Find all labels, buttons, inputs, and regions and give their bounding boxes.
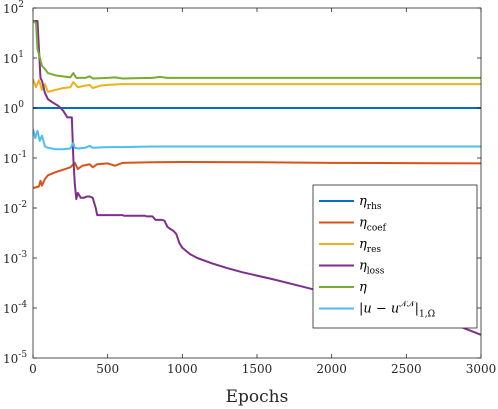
y-tick-label-6: 10-4 (3, 300, 27, 316)
legend: ηrhs ηcoef ηres ηloss η |u − u𝒩𝒩|1,Ω (312, 184, 478, 329)
y-tick-label-2: 100 (3, 100, 24, 116)
series-line-1 (33, 161, 481, 190)
y-tick-label-0: 102 (3, 0, 24, 16)
legend-box (312, 184, 478, 329)
y-tick-label-5: 10-3 (3, 250, 27, 266)
series-line-5 (33, 128, 481, 151)
legend-label-2: ηres (359, 237, 381, 255)
x-tick-label-5: 2500 (391, 362, 422, 376)
x-tick-label-4: 2000 (316, 362, 347, 376)
y-tick-label-1: 101 (3, 50, 24, 66)
x-tick-label-1: 500 (96, 362, 119, 376)
tick-layer: 0 500 1000 1500 2000 2500 3000 102 101 100 10-1 10-… (3, 0, 496, 376)
legend-label-4: η (359, 280, 367, 295)
x-tick-label-3: 1500 (242, 362, 273, 376)
series-line-4 (33, 20, 481, 80)
legend-label-5: |u − u𝒩𝒩|1,Ω (359, 300, 435, 320)
y-tick-label-7: 10-5 (3, 350, 27, 366)
legend-label-3: ηloss (359, 259, 385, 277)
legend-label-0: ηrhs (359, 194, 382, 212)
x-tick-label-6: 3000 (466, 362, 497, 376)
y-tick-label-3: 10-1 (3, 150, 27, 166)
series-line-3 (33, 19, 481, 336)
x-axis-title: Epochs (226, 387, 289, 407)
legend-label-1: ηcoef (359, 216, 387, 234)
x-tick-label-0: 0 (29, 362, 37, 376)
x-tick-label-2: 1000 (167, 362, 198, 376)
series-layer (33, 19, 481, 336)
y-tick-label-4: 10-2 (3, 200, 27, 216)
